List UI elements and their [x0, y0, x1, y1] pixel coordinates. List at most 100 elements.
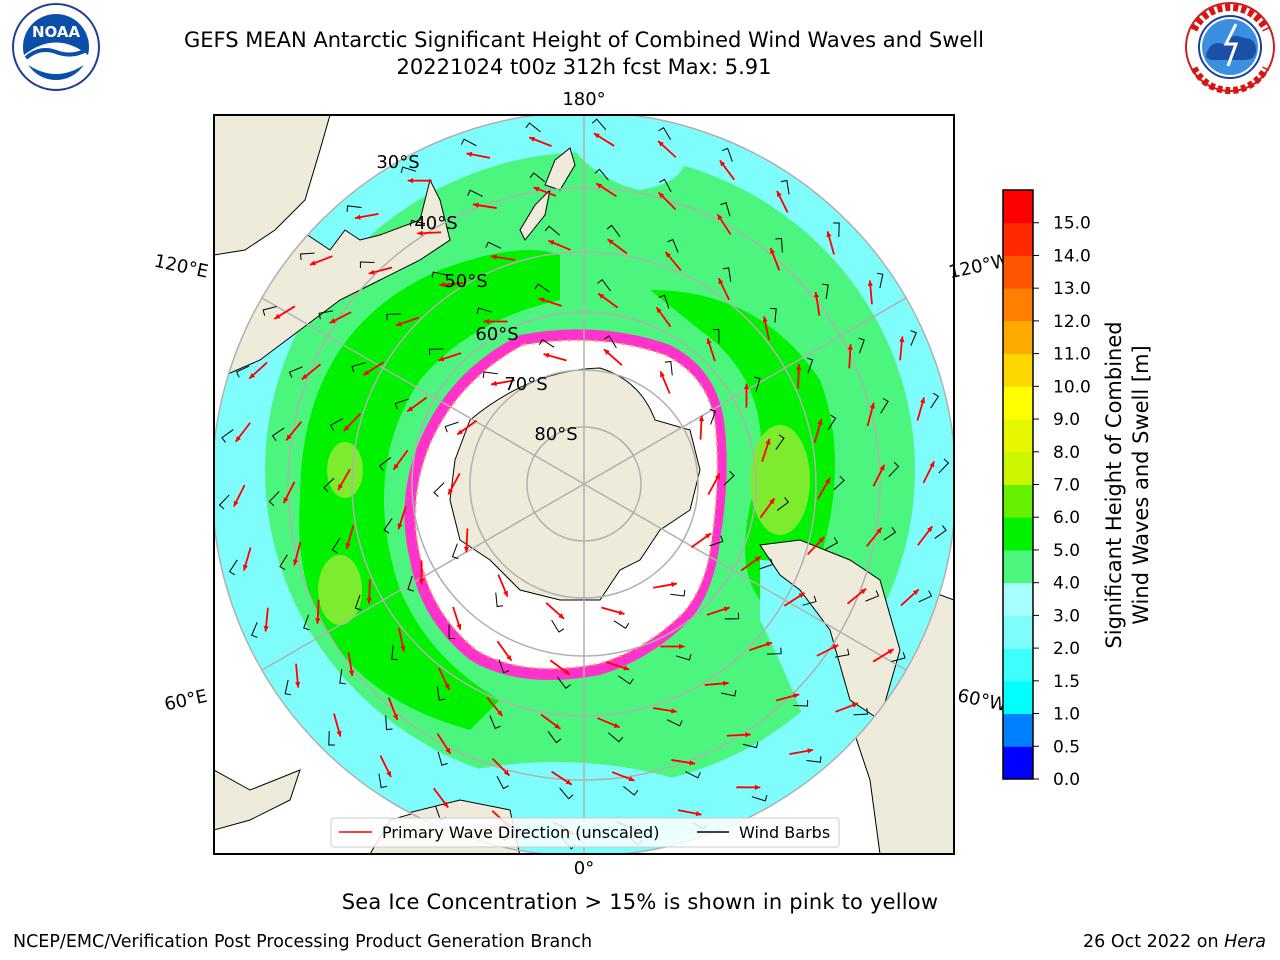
wind-barb: [827, 414, 837, 431]
wind-barb: [498, 659, 510, 674]
wave-arrow-head: [879, 464, 885, 471]
wind-barb: [482, 371, 498, 379]
wave-arrow-head: [770, 247, 776, 254]
wave-arrow-head: [491, 254, 497, 260]
wave-arrow-head: [912, 589, 919, 595]
wave-arrow-head: [286, 434, 292, 441]
wave-arrow-head: [533, 186, 540, 192]
wave-arrow-head: [417, 230, 423, 236]
wind-barb: [623, 785, 639, 796]
wind-barb: [754, 376, 761, 393]
lat-label-60s: 60°S: [475, 324, 518, 345]
colorbar-tick-label: 7.0: [1053, 476, 1080, 496]
footer-date-text: 26 Oct 2022 on: [1083, 932, 1225, 952]
wave-arrow-head: [867, 280, 873, 287]
wave-arrow-head: [813, 291, 820, 298]
wind-barb: [409, 219, 426, 227]
wave-arrow-head: [309, 260, 316, 266]
colorbar-segment: [1003, 288, 1033, 322]
wind-barb: [378, 457, 392, 471]
colorbar-tick-label: 5.0: [1053, 541, 1080, 561]
wave-arrow-head: [607, 239, 614, 245]
wind-barb: [228, 559, 238, 576]
wave-arrow-head: [315, 618, 321, 624]
wave-arrow-head: [543, 352, 550, 358]
wave-arrow-head: [695, 811, 702, 817]
wave-arrow-head: [754, 784, 761, 790]
wave-arrow-head: [766, 641, 773, 647]
colorbar-tick-label: 6.0: [1053, 508, 1080, 528]
wave-arrow-head: [807, 748, 814, 754]
wave-arrow-head: [283, 497, 289, 504]
wind-barb: [437, 751, 448, 766]
wind-barb: [767, 647, 782, 655]
wave-arrow-head: [442, 801, 449, 808]
wind-barb: [603, 335, 617, 349]
wave-arrow-head: [718, 278, 724, 285]
wind-barb: [431, 271, 448, 279]
wind-barb: [221, 429, 234, 443]
map-graticule: [214, 115, 954, 854]
wind-barb: [268, 491, 280, 506]
noaa-logo-text: NOAA: [32, 23, 81, 41]
wave-arrow-head: [386, 771, 391, 778]
wave-arrow-head: [235, 435, 241, 442]
wind-barb: [339, 669, 346, 685]
wave-arrow-head: [593, 133, 600, 139]
wave-arrow-head: [899, 336, 905, 343]
wave-arrow-head: [765, 438, 771, 445]
wind-barb: [865, 590, 880, 602]
wave-arrow-head: [769, 498, 775, 505]
wave-arrow-head: [472, 202, 479, 208]
wind-barb: [876, 272, 884, 289]
colorbar-tick-label: 11.0: [1053, 345, 1091, 365]
wind-barb: [451, 543, 459, 560]
wave-arrow-head: [798, 592, 805, 599]
wave-arrow-head: [852, 702, 859, 708]
wave-arrow-head: [698, 415, 705, 422]
wind-barb: [534, 283, 550, 293]
legend-label-wave: Primary Wave Direction (unscaled): [382, 823, 659, 842]
wave-arrow-head: [366, 598, 372, 604]
wave-arrow-head: [689, 760, 696, 766]
wave-arrow-head: [920, 397, 926, 404]
wave-arrow-head: [723, 606, 730, 612]
wind-barb: [918, 590, 933, 603]
lat-label-50s: 50°S: [444, 271, 487, 292]
wave-arrow-head: [438, 356, 445, 362]
wave-arrow-head: [826, 231, 832, 238]
wind-barb: [722, 267, 732, 282]
wind-barb: [776, 497, 790, 511]
wind-barb: [723, 470, 735, 486]
wind-barb: [378, 773, 388, 789]
wind-barb: [806, 756, 822, 763]
wind-barb: [383, 518, 393, 534]
chart-title: GEFS MEAN Antarctic Significant Height o…: [183, 28, 985, 52]
wind-barb: [675, 654, 692, 661]
colorbar-tick-label: 12.0: [1053, 312, 1091, 332]
wave-arrow-head: [613, 722, 620, 728]
wind-barb: [544, 225, 561, 236]
wind-barb: [664, 360, 673, 376]
wind-barb: [529, 172, 545, 183]
wave-arrow-head: [336, 730, 342, 737]
wave-arrow-head: [796, 364, 802, 370]
wave-arrow-head: [818, 537, 825, 543]
wind-barb: [391, 645, 398, 661]
wave-arrow-head: [563, 669, 570, 675]
wind-barb: [806, 357, 814, 374]
wind-barb: [525, 122, 541, 133]
colorbar-tick-label: 10.0: [1053, 377, 1091, 397]
wind-barb: [720, 202, 731, 217]
wind-barb: [218, 494, 230, 510]
wind-barb: [910, 330, 917, 346]
wave-arrow-head: [671, 581, 677, 588]
wave-arrow-head: [762, 316, 768, 323]
wind-barb: [709, 408, 717, 425]
nws-logo: [1185, 2, 1275, 94]
colorbar-tick-label: 8.0: [1053, 443, 1080, 463]
wind-barb: [433, 482, 445, 498]
wave-arrow-head: [345, 542, 351, 549]
wave-arrow-head: [824, 477, 830, 484]
wind-barb: [618, 675, 634, 685]
